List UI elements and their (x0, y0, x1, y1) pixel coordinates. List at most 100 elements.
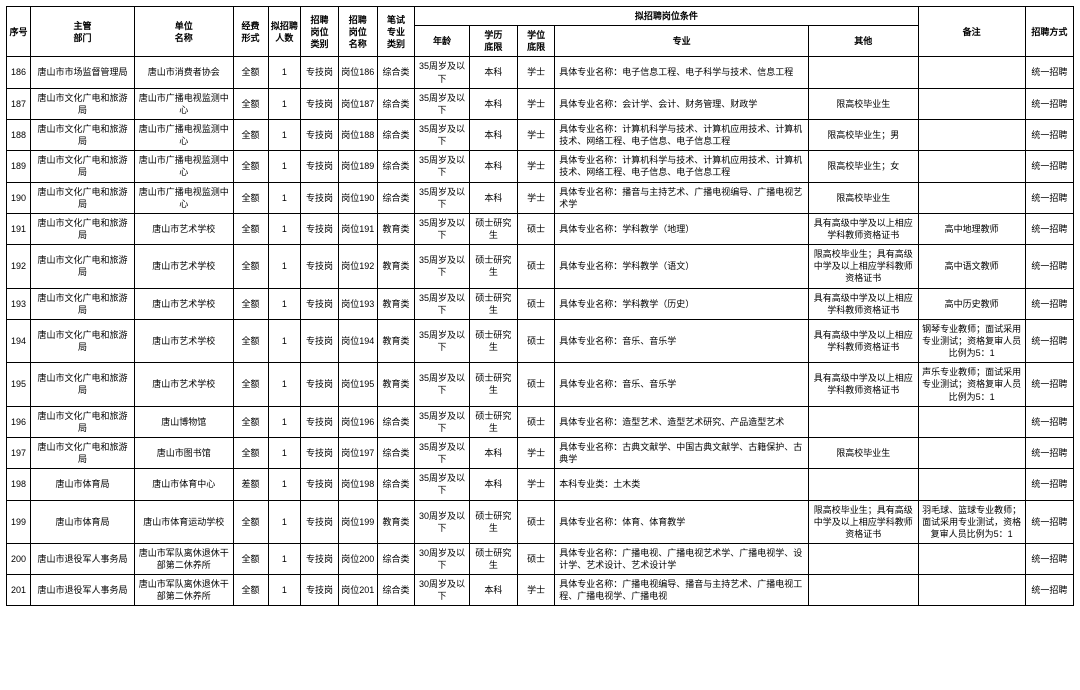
cell-exam: 教育类 (377, 213, 414, 244)
h-edu: 学历底限 (469, 26, 517, 57)
cell-cat: 专技岗 (301, 363, 338, 406)
cell-deg: 硕士 (517, 406, 554, 437)
table-row: 191唐山市文化广电和旅游局唐山市艺术学校全额1专技岗岗位191教育类35周岁及… (7, 213, 1074, 244)
cell-pos: 岗位199 (338, 500, 377, 543)
cell-deg: 学士 (517, 57, 554, 88)
cell-pos: 岗位195 (338, 363, 377, 406)
cell-age: 35周岁及以下 (415, 57, 470, 88)
cell-cat: 专技岗 (301, 182, 338, 213)
h-other: 其他 (809, 26, 918, 57)
cell-note (918, 88, 1025, 119)
cell-fund: 全额 (233, 319, 268, 362)
cell-maj: 具体专业名称：计算机科学与技术、计算机应用技术、计算机技术、网络工程、电子信息、… (555, 151, 809, 182)
cell-note (918, 543, 1025, 574)
cell-unit: 唐山市广播电视监测中心 (135, 88, 233, 119)
cell-pos: 岗位191 (338, 213, 377, 244)
cell-maj: 具体专业名称：学科教学（语文） (555, 245, 809, 288)
h-cond: 拟招聘岗位条件 (415, 7, 918, 26)
cell-maj: 具体专业名称：音乐、音乐学 (555, 319, 809, 362)
cell-edu: 硕士研究生 (469, 500, 517, 543)
cell-edu: 硕士研究生 (469, 213, 517, 244)
cell-dept: 唐山市市场监督管理局 (31, 57, 135, 88)
cell-deg: 学士 (517, 469, 554, 500)
cell-cnt: 1 (268, 319, 301, 362)
cell-deg: 学士 (517, 575, 554, 606)
cell-pos: 岗位192 (338, 245, 377, 288)
table-row: 199唐山市体育局唐山市体育运动学校全额1专技岗岗位199教育类30周岁及以下硕… (7, 500, 1074, 543)
cell-exam: 教育类 (377, 500, 414, 543)
cell-age: 35周岁及以下 (415, 88, 470, 119)
cell-unit: 唐山市消费者协会 (135, 57, 233, 88)
cell-other: 具有高级中学及以上相应学科教师资格证书 (809, 363, 918, 406)
cell-cat: 专技岗 (301, 288, 338, 319)
table-row: 194唐山市文化广电和旅游局唐山市艺术学校全额1专技岗岗位194教育类35周岁及… (7, 319, 1074, 362)
cell-cat: 专技岗 (301, 319, 338, 362)
cell-dept: 唐山市文化广电和旅游局 (31, 182, 135, 213)
cell-age: 30周岁及以下 (415, 575, 470, 606)
table-row: 200唐山市退役军人事务局唐山市军队离休退休干部第二休养所全额1专技岗岗位200… (7, 543, 1074, 574)
cell-unit: 唐山市广播电视监测中心 (135, 151, 233, 182)
cell-other: 具有高级中学及以上相应学科教师资格证书 (809, 319, 918, 362)
cell-fund: 全额 (233, 543, 268, 574)
cell-fund: 全额 (233, 500, 268, 543)
cell-edu: 本科 (469, 119, 517, 150)
cell-note (918, 469, 1025, 500)
cell-deg: 学士 (517, 437, 554, 468)
cell-exam: 综合类 (377, 88, 414, 119)
cell-age: 30周岁及以下 (415, 543, 470, 574)
cell-other: 限高校毕业生；具有高级中学及以上相应学科教师资格证书 (809, 500, 918, 543)
cell-age: 35周岁及以下 (415, 213, 470, 244)
cell-pos: 岗位186 (338, 57, 377, 88)
table-row: 190唐山市文化广电和旅游局唐山市广播电视监测中心全额1专技岗岗位190综合类3… (7, 182, 1074, 213)
cell-edu: 本科 (469, 182, 517, 213)
cell-fund: 全额 (233, 182, 268, 213)
table-row: 198唐山市体育局唐山市体育中心差额1专技岗岗位198综合类35周岁及以下本科学… (7, 469, 1074, 500)
h-unit: 单位名称 (135, 7, 233, 57)
cell-deg: 硕士 (517, 319, 554, 362)
cell-fund: 全额 (233, 437, 268, 468)
cell-exam: 综合类 (377, 437, 414, 468)
cell-edu: 本科 (469, 57, 517, 88)
cell-age: 35周岁及以下 (415, 245, 470, 288)
cell-cnt: 1 (268, 119, 301, 150)
table-row: 187唐山市文化广电和旅游局唐山市广播电视监测中心全额1专技岗岗位187综合类3… (7, 88, 1074, 119)
cell-cat: 专技岗 (301, 151, 338, 182)
cell-deg: 硕士 (517, 213, 554, 244)
cell-maj: 具体专业名称：造型艺术、造型艺术研究、产品造型艺术 (555, 406, 809, 437)
cell-unit: 唐山博物馆 (135, 406, 233, 437)
cell-maj: 具体专业名称：音乐、音乐学 (555, 363, 809, 406)
cell-exam: 教育类 (377, 245, 414, 288)
cell-age: 35周岁及以下 (415, 288, 470, 319)
cell-other: 限高校毕业生；具有高级中学及以上相应学科教师资格证书 (809, 245, 918, 288)
cell-exam: 综合类 (377, 543, 414, 574)
h-dept: 主管部门 (31, 7, 135, 57)
cell-pos: 岗位188 (338, 119, 377, 150)
cell-unit: 唐山市体育中心 (135, 469, 233, 500)
cell-mode: 统一招聘 (1025, 500, 1073, 543)
cell-dept: 唐山市文化广电和旅游局 (31, 406, 135, 437)
cell-edu: 本科 (469, 151, 517, 182)
cell-other: 限高校毕业生 (809, 182, 918, 213)
cell-other: 限高校毕业生；女 (809, 151, 918, 182)
cell-age: 35周岁及以下 (415, 363, 470, 406)
cell-pos: 岗位201 (338, 575, 377, 606)
cell-maj: 具体专业名称：学科教学（地理） (555, 213, 809, 244)
cell-maj: 具体专业名称：播音与主持艺术、广播电视编导、广播电视艺术学 (555, 182, 809, 213)
cell-cat: 专技岗 (301, 406, 338, 437)
table-row: 196唐山市文化广电和旅游局唐山博物馆全额1专技岗岗位196综合类35周岁及以下… (7, 406, 1074, 437)
cell-edu: 本科 (469, 88, 517, 119)
cell-cat: 专技岗 (301, 57, 338, 88)
cell-note: 高中历史教师 (918, 288, 1025, 319)
h-note: 备注 (918, 7, 1025, 57)
cell-unit: 唐山市艺术学校 (135, 245, 233, 288)
cell-seq: 197 (7, 437, 31, 468)
cell-age: 35周岁及以下 (415, 319, 470, 362)
h-age: 年龄 (415, 26, 470, 57)
cell-cnt: 1 (268, 469, 301, 500)
cell-deg: 学士 (517, 182, 554, 213)
cell-cnt: 1 (268, 500, 301, 543)
cell-mode: 统一招聘 (1025, 543, 1073, 574)
cell-deg: 硕士 (517, 363, 554, 406)
cell-note (918, 406, 1025, 437)
h-cnt: 拟招聘人数 (268, 7, 301, 57)
